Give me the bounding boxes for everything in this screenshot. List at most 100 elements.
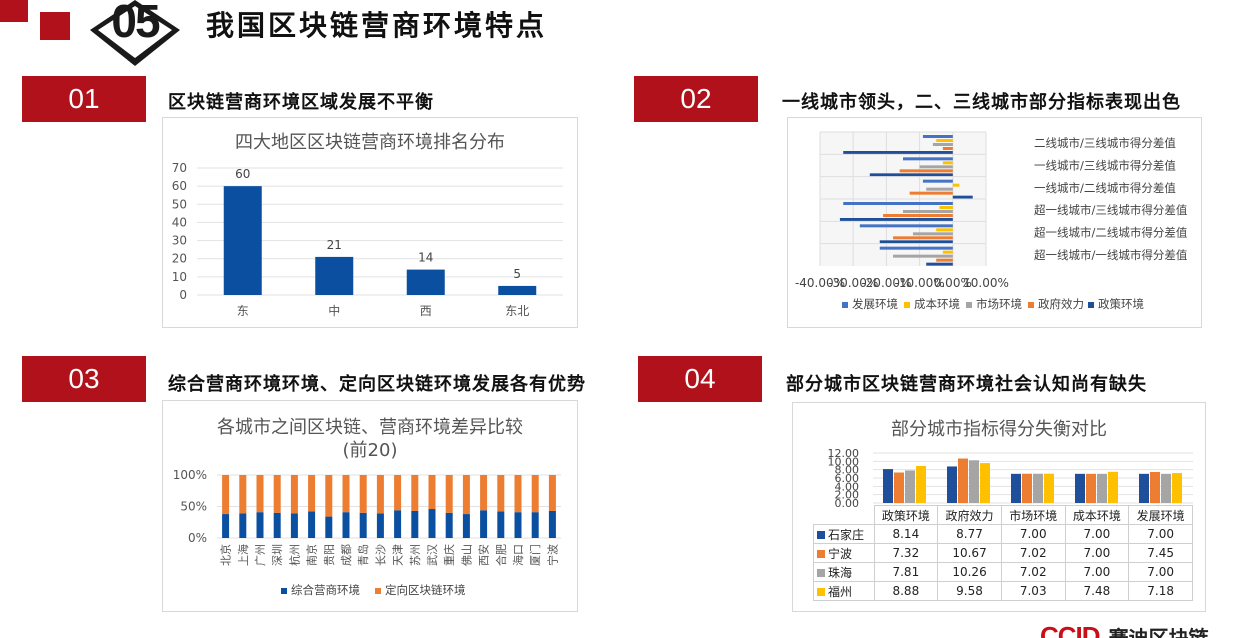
bar [1139, 473, 1149, 503]
bar [903, 210, 953, 213]
bar [926, 262, 953, 266]
section-number: 05 [111, 0, 160, 47]
section-tab-01: 01 [22, 76, 146, 122]
bar [952, 195, 973, 199]
bar [1097, 473, 1107, 503]
legend-swatch [966, 302, 972, 308]
legend-swatch [817, 587, 825, 596]
bar-segment [273, 512, 281, 538]
legend-label: 定向区块链环境 [385, 583, 466, 597]
row-label-text: 石家庄 [828, 527, 865, 542]
bar-segment [359, 475, 367, 513]
footer-logo: CCID 赛迪区块链 [1040, 618, 1209, 638]
bar [958, 458, 968, 503]
y-tick-label: 8.00 [835, 464, 860, 477]
x-tick-label: 深圳 [271, 544, 284, 566]
bar-segment [445, 475, 453, 513]
table-cell: 7.48 [1064, 581, 1130, 601]
bar-segment [308, 511, 316, 538]
bar [883, 214, 953, 217]
x-tick-label: 西安 [477, 544, 491, 566]
x-tick-label: -40.00% [795, 276, 845, 290]
y-tick-label: 4.00 [835, 480, 860, 493]
y-tick-label: 50% [180, 500, 207, 514]
table-corner [814, 506, 875, 525]
bar [1033, 473, 1043, 503]
bar [883, 469, 893, 503]
bar [903, 157, 953, 161]
legend-swatch [842, 302, 848, 308]
bar [916, 466, 926, 503]
brand-text: 赛迪区块链 [1108, 626, 1209, 638]
bar [223, 186, 262, 295]
bar [843, 151, 953, 154]
bar-segment [462, 514, 470, 538]
y-tick-label: 超一线城市/一线城市得分差值 [1034, 248, 1188, 262]
y-tick-label: 50 [172, 197, 187, 211]
red-square-2 [40, 12, 70, 40]
row-label: 石家庄 [813, 524, 875, 544]
bar-segment [480, 475, 488, 511]
x-tick-label: 0.00% [934, 276, 972, 290]
table-cell: 7.00 [1128, 562, 1193, 582]
header-decoration [0, 0, 70, 40]
row-label: 福州 [813, 581, 875, 601]
bar-segment [359, 512, 367, 538]
x-tick-label: 海口 [511, 544, 525, 566]
y-tick-label: 0.00 [835, 497, 860, 510]
bar-segment [411, 510, 419, 538]
bar-segment [531, 512, 539, 538]
legend-swatch [375, 588, 381, 594]
x-tick-label: 青岛 [356, 544, 370, 566]
y-tick-label: 6.00 [835, 472, 860, 485]
x-tick-label: -10.00% [895, 276, 945, 290]
bar [936, 228, 953, 232]
bar-segment [256, 512, 264, 538]
x-tick-label: 佛山 [460, 544, 473, 566]
bar [1108, 471, 1118, 503]
red-square [0, 0, 28, 22]
table-cell: 9.58 [937, 581, 1002, 601]
bar [1044, 473, 1054, 503]
chart-panel-city-compare: 各城市之间区块链、营商环境差异比较 (前20) 0% 50% 100% 北京 上海 广州深… [162, 400, 578, 612]
section-tab-03: 03 [22, 356, 146, 402]
table-col-header: 成本环境 [1064, 505, 1130, 525]
x-tick-label: 合肥 [494, 544, 508, 566]
x-tick-label: 10.00% [963, 276, 1009, 290]
bar [498, 285, 537, 295]
bar [406, 269, 445, 295]
bar-segment [445, 512, 453, 538]
row-label-text: 珠海 [828, 565, 853, 580]
bar-segment [497, 511, 505, 538]
bar-segment [222, 475, 230, 515]
table-cell: 7.00 [1064, 562, 1130, 582]
bar-segment [290, 513, 298, 538]
legend-label: 政府效力 [1038, 297, 1084, 311]
bar-segment [342, 512, 350, 538]
bar [942, 161, 953, 165]
bar [952, 183, 960, 187]
section-title-03: 综合营商环境环境、定向区块链环境发展各有优势 [168, 374, 586, 395]
table-cell: 8.77 [937, 524, 1002, 544]
x-tick-label: 长沙 [374, 544, 387, 566]
chart-subtitle-city-compare: (前20) [342, 440, 398, 461]
legend-label: 发展环境 [852, 297, 898, 311]
bar [839, 218, 953, 221]
table-cell: 7.00 [1064, 543, 1130, 563]
bar [905, 470, 915, 503]
data-table-imbalance: 政策环境 政府效力 市场环境 成本环境 发展环境 石家庄 8.14 8.77 7… [813, 505, 1193, 601]
section-tab-04: 04 [638, 356, 762, 402]
table-cell: 10.67 [937, 543, 1002, 563]
bar-segment [531, 475, 539, 513]
bar [936, 139, 953, 142]
bar-segment [548, 510, 556, 538]
bar [932, 143, 953, 146]
bar [1075, 473, 1085, 503]
bar [969, 460, 979, 503]
y-tick-label: 40 [172, 215, 187, 229]
legend-swatch [817, 549, 825, 558]
table-col-header: 政府效力 [937, 505, 1002, 525]
bar-segment [480, 510, 488, 538]
bar-segment [239, 513, 247, 538]
y-tick-label: 0 [179, 288, 187, 302]
